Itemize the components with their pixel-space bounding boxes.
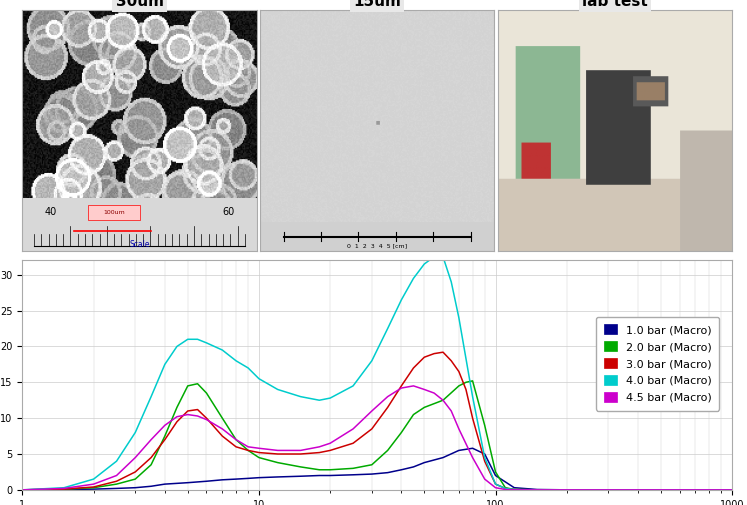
Legend: 1.0 bar (Macro), 2.0 bar (Macro), 3.0 bar (Macro), 4.0 bar (Macro), 4.5 bar (Mac: 1.0 bar (Macro), 2.0 bar (Macro), 3.0 ba…	[596, 317, 719, 411]
Text: 100um: 100um	[103, 210, 125, 215]
Text: 60: 60	[223, 208, 235, 218]
Text: 40: 40	[44, 208, 57, 218]
Bar	[260, 222, 495, 251]
Text: Scale: Scale	[129, 239, 149, 248]
Bar	[22, 198, 257, 251]
Bar	[88, 205, 140, 220]
Title: 15um: 15um	[353, 0, 401, 9]
Title: lab test: lab test	[582, 0, 648, 9]
Title: 30um: 30um	[116, 0, 164, 9]
Text: 0  1  2  3  4  5 [cm]: 0 1 2 3 4 5 [cm]	[347, 243, 407, 248]
